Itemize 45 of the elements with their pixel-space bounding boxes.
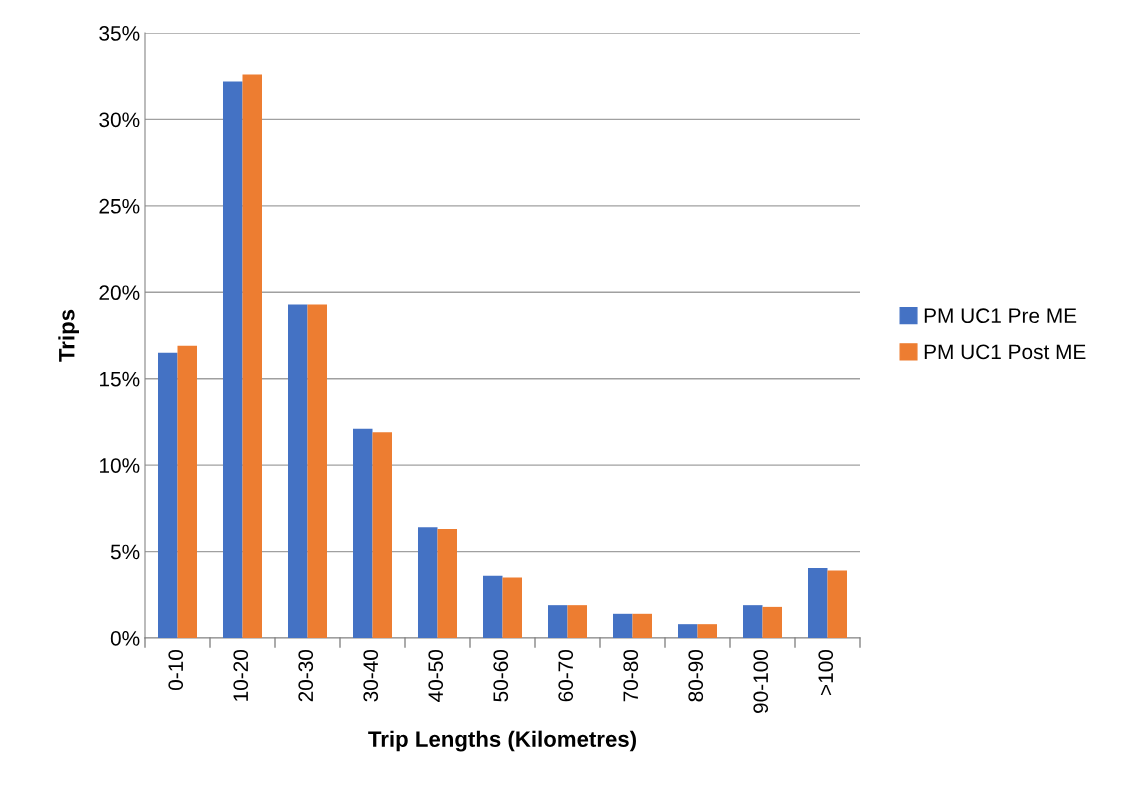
bar bbox=[372, 432, 392, 638]
x-tick-label: >100 bbox=[818, 649, 834, 696]
bar bbox=[158, 352, 178, 638]
legend-label: PM UC1 Pre ME bbox=[924, 308, 1077, 324]
bar bbox=[762, 606, 782, 638]
x-tick-label: 0-10 bbox=[168, 649, 184, 690]
bar bbox=[483, 575, 503, 638]
bar bbox=[418, 527, 438, 638]
bar bbox=[808, 567, 828, 638]
y-tick-label: 0% bbox=[110, 631, 140, 646]
bar bbox=[632, 613, 652, 638]
bar bbox=[613, 613, 633, 638]
bar bbox=[223, 81, 243, 638]
bar bbox=[288, 304, 308, 638]
y-tick-label: 10% bbox=[100, 458, 140, 473]
x-tick-label: 30-40 bbox=[363, 649, 379, 702]
x-tick-label: 60-70 bbox=[558, 649, 574, 702]
y-tick-label: 5% bbox=[110, 544, 140, 560]
x-axis-title: Trip Lengths (Kilometres) bbox=[368, 730, 636, 752]
legend-label: PM UC1 Post ME bbox=[924, 344, 1086, 360]
bar bbox=[177, 345, 197, 638]
y-axis-title: Trips bbox=[58, 309, 79, 362]
bar bbox=[697, 624, 717, 638]
y-tick-label: 30% bbox=[99, 112, 140, 128]
x-tick-label: 90-100 bbox=[753, 649, 769, 713]
y-tick-label: 20% bbox=[99, 285, 140, 301]
x-tick-label: 80-90 bbox=[688, 649, 704, 702]
bar bbox=[743, 605, 763, 638]
bar bbox=[678, 624, 698, 638]
bar bbox=[567, 605, 587, 638]
x-tick-label: 10-20 bbox=[233, 649, 249, 701]
x-tick-label: 50-60 bbox=[493, 649, 509, 702]
x-tick-label: 70-80 bbox=[623, 649, 639, 702]
y-tick-label: 35% bbox=[99, 26, 140, 41]
x-tick-label: 40-50 bbox=[428, 649, 444, 702]
bar bbox=[353, 428, 373, 638]
bar bbox=[502, 577, 522, 638]
x-tick-label: 20-30 bbox=[298, 649, 314, 702]
bar bbox=[307, 304, 327, 638]
y-tick-label: 15% bbox=[100, 371, 140, 387]
y-tick-label: 25% bbox=[99, 198, 140, 214]
bar bbox=[827, 570, 847, 638]
bar bbox=[437, 529, 457, 638]
bar bbox=[242, 74, 262, 638]
bar bbox=[548, 605, 568, 638]
